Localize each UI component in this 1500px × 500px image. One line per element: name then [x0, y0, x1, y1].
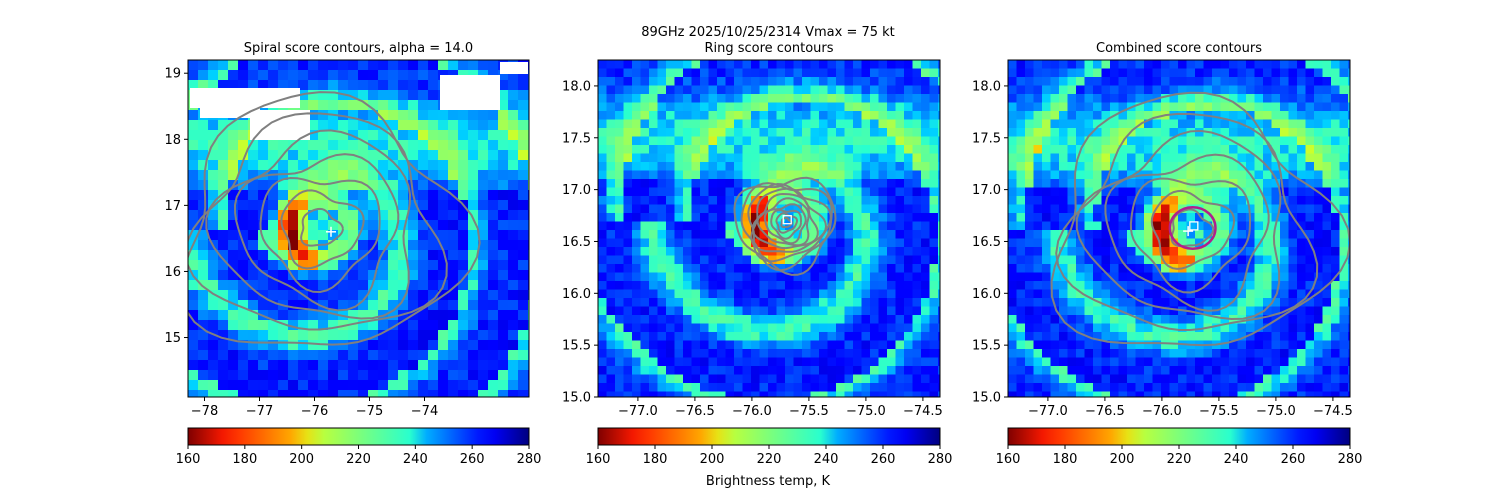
colorbar-tick-label: 240 [814, 452, 839, 467]
colorbar-tick-label: 240 [1224, 452, 1249, 467]
y-tick-label: 15 [164, 331, 181, 346]
score-contours [188, 91, 481, 346]
y-tick-label: 16.5 [562, 235, 591, 250]
colorbar-tick-label: 200 [700, 452, 725, 467]
colorbar-tick-label: 280 [517, 452, 542, 467]
y-tick-label: 15.5 [562, 339, 591, 354]
x-tick-label: −75.5 [1199, 404, 1239, 419]
score-contours [1050, 91, 1350, 347]
colorbar-label: Brightness temp, K [706, 474, 831, 489]
x-tick-label: −74 [411, 404, 438, 419]
colorbar-tick-label: 240 [403, 452, 428, 467]
x-tick-label: −76.0 [1142, 404, 1182, 419]
y-tick-label: 16.5 [972, 235, 1001, 250]
x-tick-label: −77.0 [1028, 404, 1068, 419]
panel-3: Combined score contours −77.0 −76.5 −76.0 −7… [972, 41, 1362, 467]
x-tick-label: −76.5 [1085, 404, 1125, 419]
colorbar-tick-label: 180 [643, 452, 668, 467]
colorbar: 160 180 200 220 240 260 280 [996, 427, 1363, 467]
brightness-temp-field [1008, 60, 1350, 397]
colorbar-tick-label: 220 [346, 452, 371, 467]
score-contours [733, 176, 837, 276]
y-tick-label: 17.0 [972, 183, 1001, 198]
y-tick-label: 17 [164, 199, 181, 214]
y-tick-label: 19 [164, 67, 181, 82]
x-tick-label: −75.0 [1256, 404, 1296, 419]
figure-suptitle: 89GHz 2025/10/25/2314 Vmax = 75 kt [641, 25, 895, 40]
y-tick-label: 16.0 [562, 287, 591, 302]
axes-frame [1007, 59, 1351, 398]
x-tick-label: −76.5 [675, 404, 715, 419]
x-tick-label: −76 [301, 404, 328, 419]
y-tick-label: 18 [164, 133, 181, 148]
x-tick-label: −77 [246, 404, 273, 419]
center-plus-marker [1183, 226, 1194, 237]
y-tick-label: 15.5 [972, 339, 1001, 354]
x-tick-label: −76.0 [732, 404, 772, 419]
y-tick-label: 16 [164, 265, 181, 280]
axes-frame [187, 59, 530, 398]
panel-2: Ring score contours −77.0 −76.5 −76.0 −75.5 −… [562, 41, 952, 467]
center-ring-1 [1168, 205, 1217, 250]
colorbar-tick-label: 280 [928, 452, 953, 467]
brightness-temp-field [598, 60, 940, 397]
colorbar-tick-label: 160 [586, 452, 611, 467]
colorbar-tick-label: 200 [289, 452, 314, 467]
colorbar-tick-label: 220 [1167, 452, 1192, 467]
colorbar-tick-label: 260 [1281, 452, 1306, 467]
panel-title: Ring score contours [704, 41, 833, 56]
x-tick-label: −74.5 [903, 404, 943, 419]
colorbar-tick-label: 260 [871, 452, 896, 467]
x-tick-label: −74.5 [1313, 404, 1353, 419]
colorbar-tick-label: 200 [1110, 452, 1135, 467]
brightness-temp-field [188, 60, 529, 397]
colorbar-tick-label: 160 [996, 452, 1021, 467]
y-tick-label: 16.0 [972, 287, 1001, 302]
x-tick-label: −75 [356, 404, 383, 419]
colorbar-tick-label: 220 [757, 452, 782, 467]
center-plus-marker [326, 226, 336, 237]
y-tick-label: 15.0 [562, 391, 591, 406]
y-tick-label: 15.0 [972, 391, 1001, 406]
panel-title: Combined score contours [1096, 41, 1262, 56]
colorbar-tick-label: 180 [1053, 452, 1078, 467]
x-tick-label: −75.5 [789, 404, 829, 419]
colorbar-tick-label: 260 [460, 452, 485, 467]
center-square-marker [1189, 221, 1199, 231]
y-tick-label: 18.0 [562, 79, 591, 94]
x-tick-label: −75.0 [846, 404, 886, 419]
y-tick-label: 17.5 [972, 131, 1001, 146]
y-tick-label: 17.0 [562, 183, 591, 198]
colorbar: 160 180 200 220 240 260 280 [586, 427, 953, 467]
colorbar-tick-label: 280 [1338, 452, 1363, 467]
y-tick-label: 18.0 [972, 79, 1001, 94]
axes-frame [597, 59, 941, 398]
panel-1: Spiral score contours, alpha = 14.0 −78 −7… [164, 41, 541, 467]
center-square-marker [782, 215, 792, 225]
panel-title: Spiral score contours, alpha = 14.0 [244, 41, 473, 56]
colorbar-tick-label: 180 [232, 452, 257, 467]
colorbar-tick-label: 160 [176, 452, 201, 467]
x-tick-label: −77.0 [618, 404, 658, 419]
x-tick-label: −78 [191, 404, 218, 419]
colorbar: 160 180 200 220 240 260 280 [176, 427, 542, 467]
y-tick-label: 17.5 [562, 131, 591, 146]
